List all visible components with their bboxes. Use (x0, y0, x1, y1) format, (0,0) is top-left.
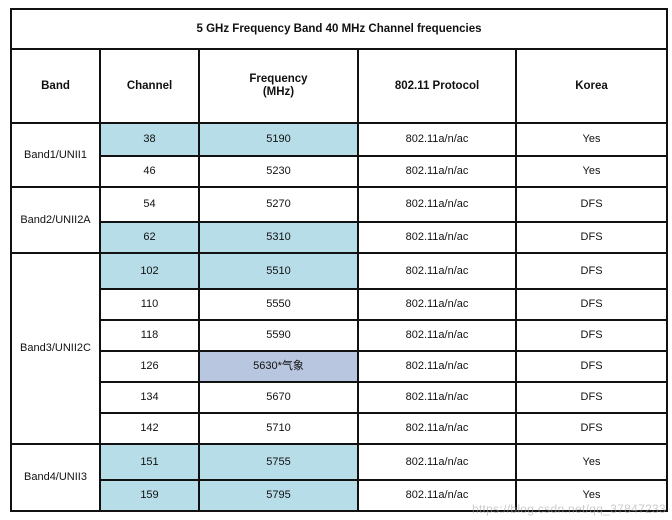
channel-frequency-table: 5 GHz Frequency Band 40 MHz Channel freq… (9, 8, 669, 512)
channel-cell: 126 (99, 350, 200, 383)
table-row: 62 5310 802.11a/n/ac DFS (11, 221, 669, 254)
korea-cell: Yes (514, 443, 669, 481)
frequency-cell: 5795 (198, 479, 359, 512)
table-row: Band3/UNII2C 102 5510 802.11a/n/ac DFS (10, 252, 669, 445)
frequency-cell: 5630*气象 (198, 350, 359, 383)
korea-cell: DFS (514, 350, 669, 383)
channel-cell: 46 (99, 155, 200, 188)
channel-cell: 110 (99, 288, 200, 321)
frequency-cell: 5310 (198, 221, 359, 254)
table-row: Band2/UNII2A 54 5270 802.11a/n/ac DFS (10, 186, 669, 254)
korea-cell: Yes (514, 122, 669, 157)
korea-cell: DFS (514, 186, 669, 223)
header-protocol: 802.11 Protocol (357, 48, 517, 124)
protocol-cell: 802.11a/n/ac (357, 221, 517, 254)
table-title: 5 GHz Frequency Band 40 MHz Channel freq… (9, 8, 669, 50)
channel-cell: 118 (99, 319, 200, 352)
channel-cell: 151 (99, 443, 200, 481)
channel-cell: 38 (99, 122, 200, 157)
protocol-cell: 802.11a/n/ac (357, 350, 517, 383)
protocol-cell: 802.11a/n/ac (357, 381, 517, 414)
band-cell: Band4/UNII3 (10, 443, 101, 512)
header-frequency-unit: (MHz) (262, 86, 295, 98)
protocol-cell: 802.11a/n/ac (357, 443, 517, 481)
frequency-cell: 5590 (198, 319, 359, 352)
frequency-cell: 5510 (198, 252, 359, 290)
channel-cell: 54 (99, 186, 200, 223)
header-channel: Channel (99, 48, 200, 124)
frequency-cell: 5550 (198, 288, 359, 321)
protocol-cell: 802.11a/n/ac (357, 288, 517, 321)
table-row: 118 5590 802.11a/n/ac DFS (11, 319, 669, 352)
channel-cell: 142 (99, 412, 200, 445)
korea-cell: DFS (514, 252, 669, 290)
channel-cell: 102 (99, 252, 200, 290)
korea-cell: DFS (514, 288, 669, 321)
band-cell: Band3/UNII2C (10, 252, 101, 445)
frequency-cell: 5755 (198, 443, 359, 481)
protocol-cell: 802.11a/n/ac (357, 252, 517, 290)
table-row: 110 5550 802.11a/n/ac DFS (11, 288, 669, 321)
channel-cell: 62 (99, 221, 200, 254)
korea-cell: Yes (514, 479, 669, 512)
header-frequency: Frequency (MHz) (198, 48, 359, 124)
watermark: https://blog.csdn.net/qq_37847233 (471, 502, 666, 516)
korea-cell: DFS (514, 221, 669, 254)
table-row: 159 5795 802.11a/n/ac Yes (11, 479, 669, 512)
band-cell: Band1/UNII1 (10, 122, 101, 188)
korea-cell: DFS (514, 381, 669, 414)
frequency-cell: 5270 (198, 186, 359, 223)
band-cell: Band2/UNII2A (10, 186, 101, 254)
korea-cell: Yes (514, 155, 669, 188)
channel-cell: 134 (99, 381, 200, 414)
header-korea: Korea (514, 48, 669, 124)
table-row: Band1/UNII1 38 5190 802.11a/n/ac Yes (10, 122, 669, 188)
channel-cell: 159 (99, 479, 200, 512)
header-band: Band (10, 48, 101, 124)
table-row: 134 5670 802.11a/n/ac DFS (11, 381, 669, 414)
protocol-cell: 802.11a/n/ac (357, 186, 517, 223)
korea-cell: DFS (514, 319, 669, 352)
korea-cell: DFS (514, 412, 669, 445)
protocol-cell: 802.11a/n/ac (357, 319, 517, 352)
frequency-cell: 5670 (198, 381, 359, 414)
header-frequency-label: Frequency (249, 73, 308, 85)
frequency-cell: 5230 (198, 155, 359, 188)
frequency-cell: 5710 (198, 412, 359, 445)
frequency-cell: 5190 (198, 122, 359, 157)
table-row: 126 5630*气象 802.11a/n/ac DFS (11, 350, 669, 383)
protocol-cell: 802.11a/n/ac (357, 155, 517, 188)
protocol-cell: 802.11a/n/ac (357, 479, 517, 512)
table-row: Band4/UNII3 151 5755 802.11a/n/ac Yes (10, 443, 669, 512)
protocol-cell: 802.11a/n/ac (357, 122, 517, 157)
table-row: 142 5710 802.11a/n/ac DFS (11, 412, 669, 445)
protocol-cell: 802.11a/n/ac (357, 412, 517, 445)
table-row: 46 5230 802.11a/n/ac Yes (11, 155, 669, 188)
